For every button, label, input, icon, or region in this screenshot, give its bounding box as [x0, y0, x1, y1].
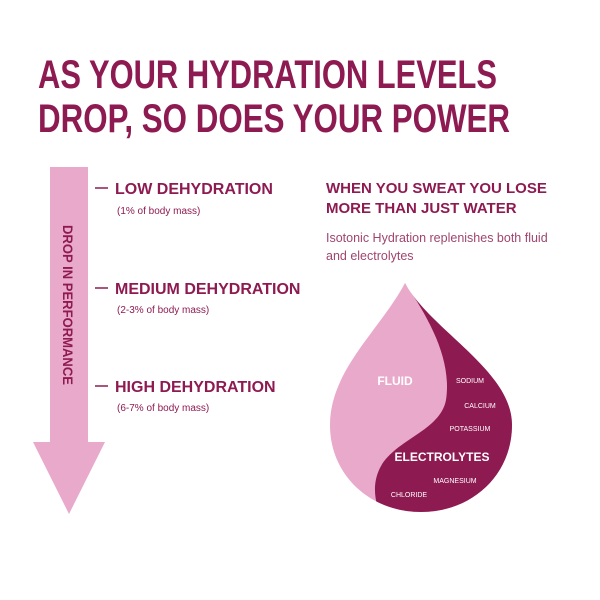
- level-note: (6-7% of body mass): [117, 403, 209, 414]
- level-name: HIGH DEHYDRATION: [115, 379, 276, 396]
- arrow-label: DROP IN PERFORMANCE: [60, 225, 76, 385]
- title-line: AS YOUR HYDRATION LEVELS: [38, 53, 497, 97]
- fluid-label: FLUID: [377, 374, 413, 388]
- level-name: LOW DEHYDRATION: [115, 181, 273, 198]
- electrolyte-item: CALCIUM: [464, 403, 496, 410]
- electrolyte-item: MAGNESIUM: [433, 478, 476, 485]
- sweat-heading: MORE THAN JUST WATER: [326, 200, 517, 217]
- sweat-description: Isotonic Hydration replenishes both flui…: [326, 231, 548, 245]
- performance-arrow: [33, 167, 105, 514]
- level-name: MEDIUM DEHYDRATION: [115, 281, 300, 298]
- electrolyte-item: SODIUM: [456, 378, 484, 385]
- electrolytes-label: ELECTROLYTES: [395, 450, 490, 464]
- level-note: (2-3% of body mass): [117, 305, 209, 316]
- electrolyte-item: POTASSIUM: [450, 426, 491, 433]
- electrolyte-item: CHLORIDE: [391, 492, 428, 499]
- title-line: DROP, SO DOES YOUR POWER: [38, 97, 510, 141]
- sweat-description: and electrolytes: [326, 249, 414, 263]
- sweat-heading: WHEN YOU SWEAT YOU LOSE: [326, 180, 547, 197]
- level-note: (1% of body mass): [117, 206, 200, 217]
